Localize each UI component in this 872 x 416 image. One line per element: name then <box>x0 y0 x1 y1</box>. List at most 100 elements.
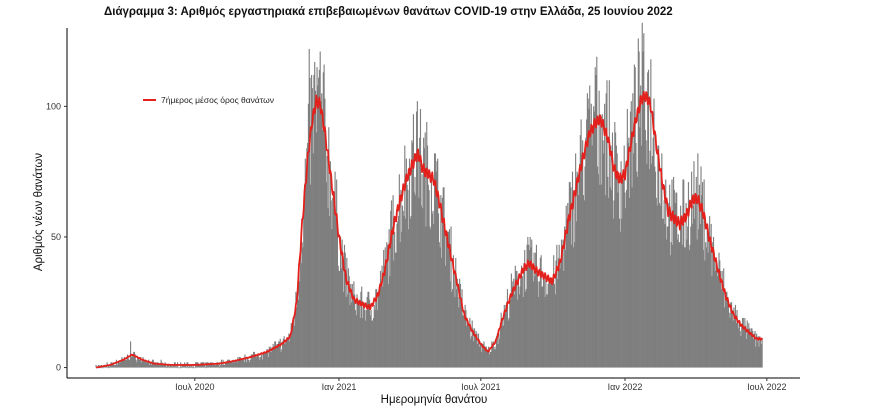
daily-death-bar <box>572 247 574 368</box>
daily-death-bar <box>116 364 118 368</box>
daily-death-bar <box>670 242 672 368</box>
daily-death-bar <box>327 208 329 368</box>
daily-death-bar <box>179 367 181 369</box>
daily-death-bar <box>607 197 610 368</box>
daily-death-bar <box>743 328 745 368</box>
daily-death-bar <box>237 357 239 368</box>
daily-death-bar <box>224 364 226 368</box>
daily-death-bar <box>451 291 453 368</box>
daily-death-bar <box>353 281 355 368</box>
daily-death-bar <box>625 208 627 368</box>
daily-death-bar <box>469 317 471 368</box>
daily-death-bar <box>490 351 492 368</box>
daily-death-bar <box>760 344 762 368</box>
daily-death-bar <box>274 341 276 368</box>
daily-death-bar <box>153 362 155 368</box>
daily-death-bar <box>129 359 131 368</box>
daily-death-bar <box>445 236 447 368</box>
daily-death-bar <box>566 218 568 368</box>
x-tick-label: Ιαν 2021 <box>322 382 357 392</box>
daily-death-bar <box>701 195 703 368</box>
daily-death-bar <box>434 153 436 368</box>
daily-death-bar <box>646 163 648 368</box>
daily-death-bar <box>687 182 690 368</box>
daily-death-bar <box>626 189 628 368</box>
daily-death-bar <box>264 351 266 368</box>
daily-death-bar <box>313 75 315 368</box>
daily-death-bar <box>133 351 135 368</box>
daily-death-bar <box>287 338 289 368</box>
daily-death-bar <box>591 145 593 368</box>
daily-death-bar <box>137 357 139 368</box>
daily-death-bar <box>148 359 150 368</box>
daily-death-bar <box>281 349 283 368</box>
daily-death-bar <box>423 148 425 368</box>
daily-death-bar <box>270 346 272 368</box>
daily-death-bar <box>280 351 282 368</box>
daily-death-bar <box>382 286 384 368</box>
daily-death-bar <box>147 362 149 368</box>
daily-death-bar <box>317 85 319 368</box>
daily-death-bar <box>132 354 134 368</box>
daily-death-bar <box>520 278 522 368</box>
daily-death-bar <box>412 114 414 368</box>
daily-death-bar <box>629 111 632 368</box>
daily-death-bar <box>620 161 622 368</box>
daily-death-bar <box>379 270 382 368</box>
daily-death-bar <box>740 336 742 368</box>
daily-death-bar <box>665 179 667 368</box>
daily-death-bar <box>300 263 302 368</box>
daily-death-bar <box>640 85 642 368</box>
daily-death-bar <box>662 218 664 368</box>
daily-death-bar <box>205 367 207 369</box>
daily-death-bar <box>669 184 671 368</box>
daily-death-bar <box>698 184 700 368</box>
daily-death-bar <box>340 268 342 368</box>
daily-death-bar <box>606 80 608 368</box>
daily-death-bar <box>170 364 172 368</box>
daily-death-bar <box>463 315 465 368</box>
daily-death-bar <box>155 364 157 368</box>
daily-death-bar <box>590 103 592 368</box>
daily-death-bar <box>758 346 760 368</box>
daily-death-bar <box>553 255 555 368</box>
daily-death-bar <box>755 346 757 368</box>
daily-death-bar <box>537 281 539 368</box>
daily-death-bar <box>736 310 738 368</box>
daily-death-bar <box>664 223 666 368</box>
daily-death-bar <box>462 315 464 368</box>
daily-death-bar <box>394 252 396 368</box>
y-tick-label: 0 <box>56 363 61 373</box>
daily-death-bar <box>521 276 523 368</box>
daily-death-bar <box>405 218 407 368</box>
daily-death-bar <box>557 278 559 368</box>
daily-death-bar <box>235 359 237 368</box>
daily-death-bar <box>627 142 629 368</box>
daily-death-bar <box>244 354 246 368</box>
daily-death-bar <box>411 140 413 368</box>
daily-death-bar <box>673 189 675 368</box>
daily-death-bar <box>155 362 157 368</box>
daily-death-bar <box>481 344 483 368</box>
daily-death-bar <box>253 351 255 368</box>
daily-death-bar <box>658 203 661 368</box>
daily-death-bar <box>545 276 547 368</box>
daily-death-bar <box>417 150 419 368</box>
daily-death-bar <box>644 98 646 368</box>
daily-death-bar <box>570 187 572 368</box>
daily-death-bar <box>229 362 231 368</box>
daily-death-bar <box>114 364 116 368</box>
daily-death-bar <box>423 137 425 368</box>
daily-death-bar <box>224 362 226 368</box>
daily-death-bar <box>495 349 497 368</box>
daily-death-bar <box>687 226 689 368</box>
daily-death-bar <box>126 354 128 368</box>
daily-death-bar <box>387 283 389 368</box>
daily-death-bar <box>216 362 218 368</box>
daily-death-bar <box>374 310 376 368</box>
daily-death-bar <box>481 351 483 368</box>
daily-death-bar <box>357 299 359 368</box>
daily-death-bar <box>657 145 659 368</box>
daily-death-bar <box>494 346 496 368</box>
daily-death-bar <box>122 359 124 368</box>
